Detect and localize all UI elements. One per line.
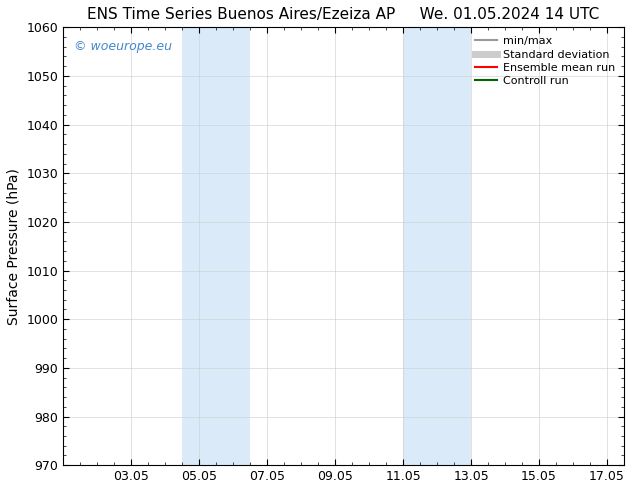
Bar bbox=[182, 27, 250, 465]
Y-axis label: Surface Pressure (hPa): Surface Pressure (hPa) bbox=[7, 168, 21, 325]
Bar bbox=[403, 27, 471, 465]
Legend: min/max, Standard deviation, Ensemble mean run, Controll run: min/max, Standard deviation, Ensemble me… bbox=[472, 33, 618, 90]
Title: ENS Time Series Buenos Aires/Ezeiza AP     We. 01.05.2024 14 UTC: ENS Time Series Buenos Aires/Ezeiza AP W… bbox=[87, 7, 600, 22]
Text: © woeurope.eu: © woeurope.eu bbox=[74, 40, 172, 53]
